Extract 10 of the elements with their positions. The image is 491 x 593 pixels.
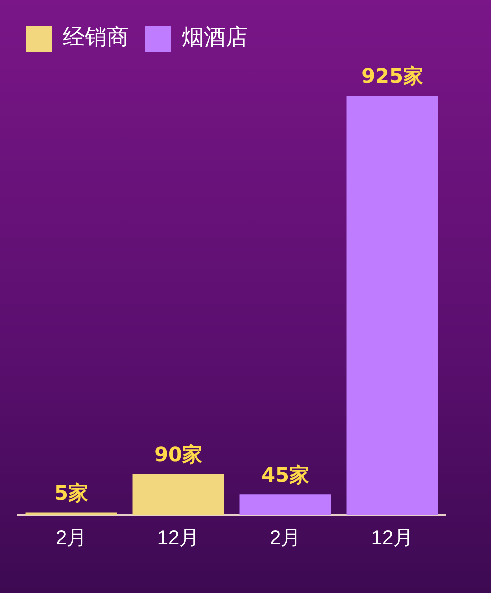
data-label: 90家 (154, 442, 202, 466)
x-tick-label: 2月 (56, 528, 88, 550)
data-label: 925家 (362, 64, 424, 88)
data-label: 5家 (54, 480, 88, 505)
legend-label: 经销商 (63, 26, 129, 51)
x-tick-label: 12月 (371, 528, 414, 550)
data-label: 45家 (262, 462, 310, 487)
x-tick-label: 12月 (157, 528, 200, 550)
legend-label: 烟酒店 (182, 26, 248, 51)
x-tick-label: 2月 (270, 528, 302, 550)
